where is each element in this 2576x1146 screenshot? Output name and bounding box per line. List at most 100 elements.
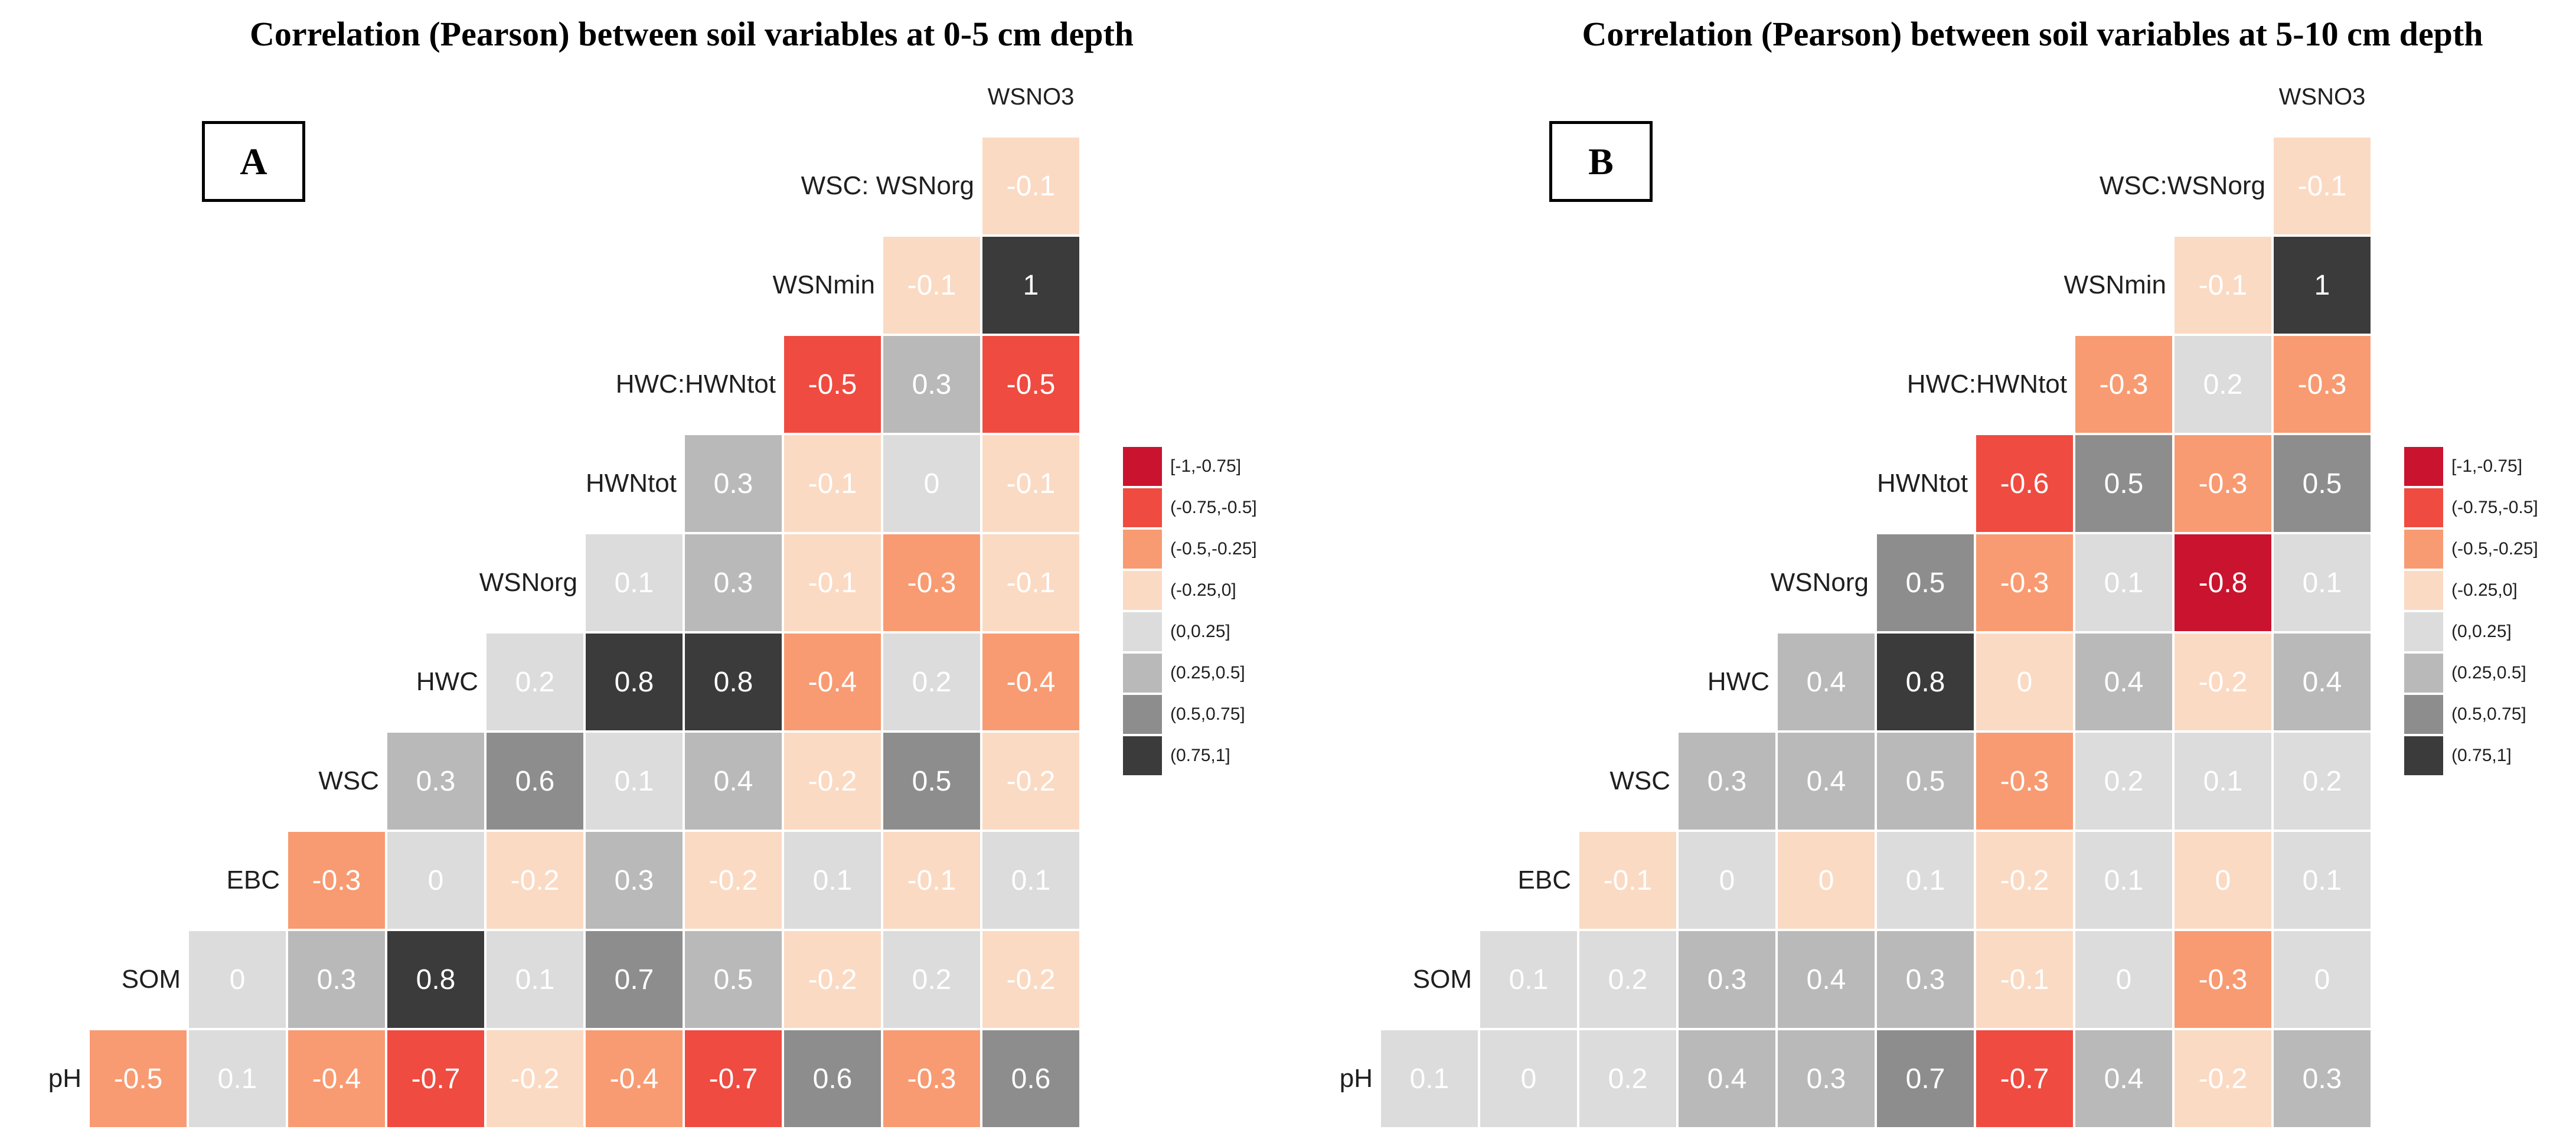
legend-swatch bbox=[2404, 695, 2443, 734]
correlation-cell: 0.8 bbox=[1877, 634, 1974, 730]
correlation-cell: 0.8 bbox=[586, 634, 683, 730]
correlation-cell: 0.1 bbox=[2075, 832, 2172, 929]
correlation-cell: 0.1 bbox=[1877, 832, 1974, 929]
legend-swatch bbox=[2404, 571, 2443, 610]
legend-label: (0.5,0.75] bbox=[1170, 704, 1245, 724]
correlation-cell: 0 bbox=[387, 832, 484, 929]
legend-label: (0,0.25] bbox=[1170, 622, 1230, 641]
correlation-cell: 0.6 bbox=[784, 1030, 881, 1127]
legend-swatch bbox=[2404, 654, 2443, 693]
correlation-cell: 0.1 bbox=[2274, 534, 2371, 631]
correlation-cell: -0.3 bbox=[883, 534, 980, 631]
correlation-cell: -0.6 bbox=[1976, 435, 2073, 532]
legend-label: (0,0.25] bbox=[2451, 622, 2512, 641]
correlation-cell: -0.4 bbox=[784, 634, 881, 730]
correlation-cell: -0.2 bbox=[2175, 1030, 2271, 1127]
correlation-cell: 0.2 bbox=[487, 634, 583, 730]
correlation-cell: -0.7 bbox=[387, 1030, 484, 1127]
correlation-cell: 0 bbox=[1679, 832, 1775, 929]
correlation-cell: 0.5 bbox=[1877, 733, 1974, 830]
row-label-ebc: EBC bbox=[1517, 866, 1571, 894]
correlation-cell: -0.3 bbox=[1976, 534, 2073, 631]
panel-a-letter-box: A bbox=[202, 121, 305, 202]
correlation-cell: 0 bbox=[2075, 931, 2172, 1028]
correlation-cell: 0.7 bbox=[1877, 1030, 1974, 1127]
correlation-cell: 0.4 bbox=[1778, 634, 1875, 730]
row-label-wsc-wsnorg: WSC: WSNorg bbox=[801, 171, 974, 200]
correlation-cell: 0.1 bbox=[982, 832, 1079, 929]
correlation-cell: 0.1 bbox=[586, 534, 683, 631]
correlation-cell: 0.4 bbox=[2274, 634, 2371, 730]
correlation-cell: 0.5 bbox=[2274, 435, 2371, 532]
correlation-cell: 0.2 bbox=[883, 634, 980, 730]
correlation-cell: -0.1 bbox=[1579, 832, 1676, 929]
panel-a-top-variable-label: WSNO3 bbox=[987, 84, 1075, 110]
row-label-hwc-hwntot: HWC:HWNtot bbox=[615, 370, 776, 399]
panel-b-letter-box: B bbox=[1549, 121, 1653, 202]
row-label-wsnmin: WSNmin bbox=[772, 270, 875, 299]
row-label-wsnorg: WSNorg bbox=[1770, 568, 1869, 597]
correlation-cell: 0.1 bbox=[1381, 1030, 1478, 1127]
correlation-cell: -0.7 bbox=[685, 1030, 782, 1127]
correlation-cell: 0 bbox=[2175, 832, 2271, 929]
correlation-cell: 0.3 bbox=[288, 931, 385, 1028]
correlation-cell: -0.1 bbox=[1976, 931, 2073, 1028]
correlation-cell: 0.8 bbox=[387, 931, 484, 1028]
legend-label: (-0.25,0] bbox=[1170, 580, 1236, 600]
legend-label: (-0.75,-0.5] bbox=[1170, 498, 1257, 517]
legend-label: (0.25,0.5] bbox=[2451, 663, 2526, 683]
correlation-cell: 0.3 bbox=[883, 336, 980, 433]
legend-swatch bbox=[1123, 447, 1162, 486]
correlation-cell: -0.2 bbox=[685, 832, 782, 929]
correlation-cell: 0.4 bbox=[1778, 733, 1875, 830]
row-label-wsc: WSC bbox=[1609, 766, 1670, 795]
correlation-cell: 0.1 bbox=[487, 931, 583, 1028]
legend-label: (-0.25,0] bbox=[2451, 580, 2518, 600]
correlation-cell: -0.5 bbox=[784, 336, 881, 433]
correlation-cell: 0.1 bbox=[2175, 733, 2271, 830]
row-label-wsc-wsnorg: WSC:WSNorg bbox=[2099, 171, 2265, 200]
correlation-cell: 1 bbox=[2274, 237, 2371, 334]
legend-swatch bbox=[2404, 530, 2443, 569]
row-label-wsnmin: WSNmin bbox=[2064, 270, 2166, 299]
panel-b-title: Correlation (Pearson) between soil varia… bbox=[1582, 15, 2483, 53]
row-label-som: SOM bbox=[121, 965, 181, 994]
correlation-cell: -0.3 bbox=[1976, 733, 2073, 830]
correlation-cell: 0.3 bbox=[2274, 1030, 2371, 1127]
correlation-cell: -0.3 bbox=[2175, 435, 2271, 532]
correlation-cell: -0.3 bbox=[2075, 336, 2172, 433]
correlation-cell: 0.8 bbox=[685, 634, 782, 730]
correlation-cell: -0.2 bbox=[784, 931, 881, 1028]
correlation-cell: 0.1 bbox=[189, 1030, 286, 1127]
correlation-cell: 0.1 bbox=[586, 733, 683, 830]
legend-label: (0.75,1] bbox=[1170, 746, 1230, 765]
correlation-cell: -0.1 bbox=[2274, 138, 2371, 234]
legend-label: (0.75,1] bbox=[2451, 746, 2512, 765]
correlation-cell: -0.1 bbox=[883, 237, 980, 334]
correlation-cell: -0.2 bbox=[784, 733, 881, 830]
correlation-cell: 0.3 bbox=[1877, 931, 1974, 1028]
panel-a-letter: A bbox=[240, 140, 267, 182]
correlation-cell: -0.4 bbox=[586, 1030, 683, 1127]
correlation-cell: -0.1 bbox=[982, 435, 1079, 532]
correlation-cell: 0.7 bbox=[586, 931, 683, 1028]
correlation-cell: 0.3 bbox=[1679, 931, 1775, 1028]
correlation-cell: 0.6 bbox=[487, 733, 583, 830]
row-label-hwc-hwntot: HWC:HWNtot bbox=[1906, 370, 2067, 399]
legend-label: [-1,-0.75] bbox=[1170, 456, 1242, 476]
correlation-cell: 0.5 bbox=[685, 931, 782, 1028]
correlation-cell: -0.3 bbox=[2175, 931, 2271, 1028]
legend-label: (-0.5,-0.25] bbox=[2451, 539, 2538, 559]
correlation-cell: -0.2 bbox=[487, 1030, 583, 1127]
correlation-cell: -0.1 bbox=[982, 138, 1079, 234]
row-label-hwntot: HWNtot bbox=[586, 469, 677, 498]
correlation-cell: -0.5 bbox=[90, 1030, 187, 1127]
correlation-cell: -0.2 bbox=[982, 931, 1079, 1028]
correlation-cell: 0.4 bbox=[1679, 1030, 1775, 1127]
correlation-cell: 0 bbox=[1778, 832, 1875, 929]
correlation-cell: 0.2 bbox=[883, 931, 980, 1028]
correlation-cell: 0.4 bbox=[2075, 634, 2172, 730]
panel-b-letter: B bbox=[1588, 140, 1614, 182]
correlation-cell: -0.2 bbox=[2175, 634, 2271, 730]
correlation-cell: 0.5 bbox=[1877, 534, 1974, 631]
